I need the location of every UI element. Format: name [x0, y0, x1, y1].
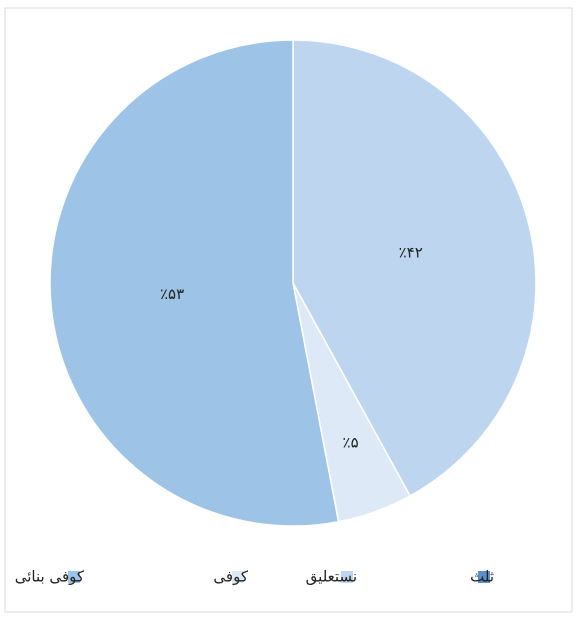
chart: ٪۴۲ ٪۵ ٪۵۳ ثلث نستعلیق کوفی کوفی بنائی — [0, 0, 577, 617]
legend-label: نستعلیق — [306, 568, 357, 586]
data-label: ٪۴۲ — [399, 243, 423, 261]
legend-label: کوفی بنائی — [15, 568, 85, 586]
legend-label: ثلث — [470, 568, 494, 586]
data-label: ٪۵ — [343, 434, 359, 452]
legend-label: کوفی — [213, 568, 248, 586]
data-label: ٪۵۳ — [160, 285, 184, 303]
